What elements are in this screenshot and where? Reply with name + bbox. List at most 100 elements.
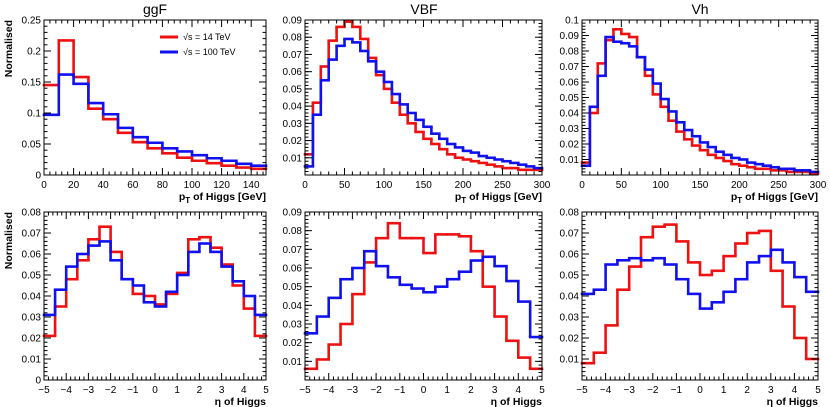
panel-Vh-pt: 0 50 100 150 200 250 300 0.01 0.02 0.03 0.04 0.05 0.… xyxy=(560,1,827,205)
x-axis-title: pT of Higgs [GeV] xyxy=(455,191,542,205)
x-tick-label: 1 xyxy=(721,385,727,396)
plot-frame xyxy=(43,19,267,176)
y-tick-label: 0 xyxy=(35,376,41,387)
y-tick-label: 0.05 xyxy=(283,84,303,95)
y-tick-label: 0.2 xyxy=(27,47,41,58)
x-tick-label: 140 xyxy=(243,180,260,191)
y-tick-label: 0.05 xyxy=(560,271,580,282)
y-tick-label: 0 xyxy=(35,171,41,182)
panel-Vh-eta: −5 −4 −3 −2 −1 0 1 2 3 4 5 0.01 0.02 0.03 0.04 0.05 0.06… xyxy=(560,208,822,407)
panel-title: ggF xyxy=(143,1,167,17)
x-tick-label: 20 xyxy=(68,180,80,191)
y-tick-label: 0.08 xyxy=(283,33,303,44)
y-tick-label: 0.02 xyxy=(283,136,303,147)
y-tick-label: 0.01 xyxy=(560,355,580,366)
y-tick-label: 0.06 xyxy=(283,264,303,275)
x-tick-label: 5 xyxy=(263,385,269,396)
y-tick-label: 0.04 xyxy=(560,292,580,303)
y-axis-title: Normalised xyxy=(3,20,15,77)
y-tick-label: 0.09 xyxy=(560,31,580,42)
y-tick-label: 0.1 xyxy=(27,109,41,120)
x-tick-label: 0 xyxy=(421,385,427,396)
y-tick-label: 0.05 xyxy=(22,271,42,282)
y-tick-label: 0.05 xyxy=(283,282,303,293)
y-tick-label: 0.07 xyxy=(283,50,303,61)
y-tick-label: 0.09 xyxy=(283,16,303,27)
y-tick-label: 0.06 xyxy=(560,78,580,89)
panel-ggF-pt: 0 20 40 60 80 100 120 140 0 0.05 0.1 0.15 0.2 0.25 pT … xyxy=(3,1,268,205)
x-tick-label: 150 xyxy=(692,180,709,191)
y-tick-label: 0.09 xyxy=(283,208,303,219)
x-tick-label: 200 xyxy=(455,180,472,191)
legend: √s = 14 TeV √s = 100 TeV xyxy=(160,32,236,57)
x-tick-label: 300 xyxy=(810,180,827,191)
plot-frame xyxy=(304,19,543,176)
y-tick-label: 0.03 xyxy=(560,313,580,324)
y-tick-label: 0.15 xyxy=(22,78,42,89)
x-tick-label: 50 xyxy=(616,180,628,191)
x-tick-label: 100 xyxy=(184,180,201,191)
x-tick-label: 40 xyxy=(98,180,110,191)
y-tick-label: 0.06 xyxy=(22,250,42,261)
x-tick-label: 300 xyxy=(534,180,551,191)
x-tick-label: 50 xyxy=(339,180,351,191)
y-tick-label: 0.04 xyxy=(22,292,42,303)
x-tick-label: −2 xyxy=(105,385,117,396)
x-tick-label: 100 xyxy=(652,180,669,191)
x-tick-label: 0 xyxy=(697,385,703,396)
x-tick-label: −5 xyxy=(38,385,50,396)
x-tick-label: −3 xyxy=(347,385,359,396)
y-tick-label: 0.04 xyxy=(560,109,580,120)
y-tick-label: 0.03 xyxy=(22,313,42,324)
y-tick-label: 0.05 xyxy=(22,140,42,151)
x-tick-label: 0 xyxy=(302,180,308,191)
x-tick-label: 2 xyxy=(468,385,474,396)
y-tick-label: 0.06 xyxy=(283,67,303,78)
panel-title: VBF xyxy=(410,1,437,17)
series-blue xyxy=(42,73,268,167)
series-red xyxy=(303,20,544,172)
x-tick-label: −1 xyxy=(671,385,683,396)
x-tick-label: 250 xyxy=(770,180,787,191)
y-tick-label: 0.07 xyxy=(560,229,580,240)
x-tick-label: 0 xyxy=(152,385,158,396)
y-tick-label: 0.08 xyxy=(283,226,303,237)
x-tick-label: 5 xyxy=(539,385,545,396)
y-tick-label: 0.02 xyxy=(283,338,303,349)
x-axis-title: η of Higgs xyxy=(215,396,266,407)
x-tick-label: −3 xyxy=(623,385,635,396)
y-tick-label: 0.07 xyxy=(283,245,303,256)
x-tick-label: 120 xyxy=(213,180,230,191)
y-tick-label: 0.25 xyxy=(22,16,42,27)
series-blue xyxy=(303,37,544,170)
series-blue xyxy=(303,249,544,339)
x-tick-label: 100 xyxy=(376,180,393,191)
series-red xyxy=(42,39,268,171)
y-tick-label: 0.08 xyxy=(560,47,580,58)
series-blue xyxy=(580,248,820,310)
x-tick-label: 4 xyxy=(516,385,522,396)
x-tick-label: 1 xyxy=(444,385,450,396)
y-tick-label: 0.03 xyxy=(283,320,303,331)
y-tick-label: 0.01 xyxy=(283,153,303,164)
y-tick-label: 0.02 xyxy=(22,334,42,345)
panel-ggF-eta: −5 −4 −3 −2 −1 0 1 2 3 4 5 0 0.01 0.02 0.03 0.04 0.05 0.0… xyxy=(3,208,269,407)
x-tick-label: 150 xyxy=(415,180,432,191)
series-red xyxy=(580,223,820,365)
plot-frame xyxy=(581,19,819,176)
y-tick-label: 0.01 xyxy=(283,357,303,368)
y-tick-label: 0.07 xyxy=(560,62,580,73)
series-blue xyxy=(580,35,820,174)
x-tick-label: −4 xyxy=(600,385,612,396)
x-tick-label: 0 xyxy=(579,180,585,191)
y-tick-label: 0.01 xyxy=(22,355,42,366)
x-tick-label: 60 xyxy=(127,180,139,191)
x-tick-label: 250 xyxy=(494,180,511,191)
y-tick-label: 0.08 xyxy=(560,208,580,219)
y-tick-label: 0.01 xyxy=(560,155,580,166)
series-blue xyxy=(42,240,268,317)
x-tick-label: 5 xyxy=(815,385,821,396)
x-tick-label: 3 xyxy=(492,385,498,396)
x-tick-label: −2 xyxy=(647,385,659,396)
x-tick-label: 4 xyxy=(792,385,798,396)
